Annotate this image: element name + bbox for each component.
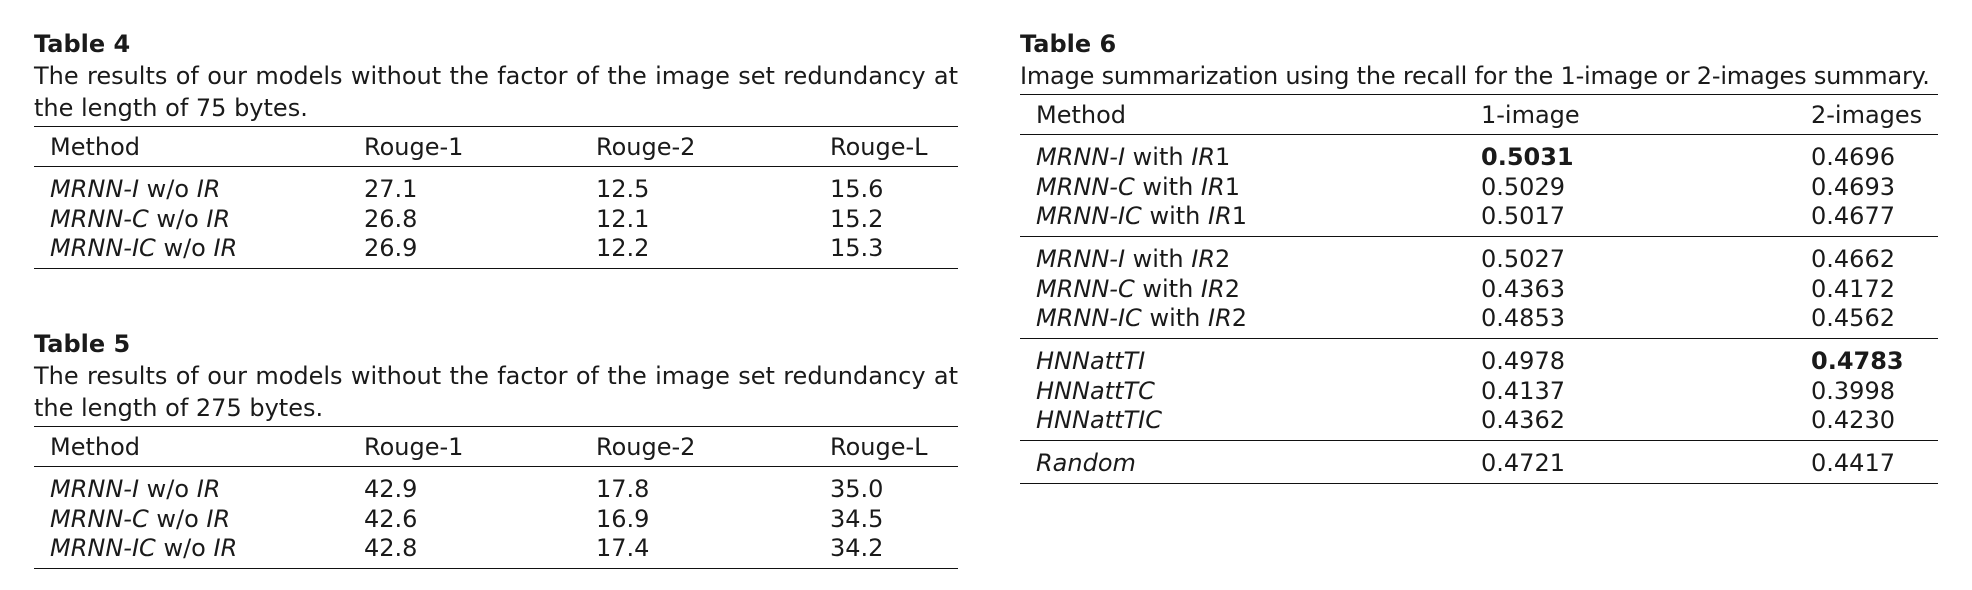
value-cell-best: 0.5031	[1481, 143, 1574, 171]
value-cell: 27.1	[364, 175, 418, 203]
value-cell: 0.4978	[1481, 338, 1811, 375]
value-cell: 15.2	[830, 204, 884, 233]
table-row: MRNN-C w/o IR 42.6 16.9 34.5	[34, 503, 958, 534]
method-cell: Random	[1020, 440, 1481, 484]
value-cell: 0.3998	[1811, 376, 1895, 405]
table-row: Random 0.4721 0.4417	[1020, 440, 1938, 484]
value-cell: 0.5029	[1481, 172, 1565, 201]
value-cell: 0.4362	[1481, 406, 1565, 434]
value-cell: 0.4662	[1811, 236, 1938, 273]
value-cell: 0.4853	[1481, 304, 1565, 332]
column-header: Method	[50, 432, 141, 461]
column-header: Rouge-1	[364, 432, 464, 461]
value-cell: 34.5	[830, 504, 884, 533]
table-5: Table 5 The results of our models withou…	[34, 328, 958, 569]
method-cell: MRNN-IC w/o IR	[50, 534, 238, 562]
value-cell: 0.5017	[1481, 202, 1565, 230]
value-cell-best: 0.4783	[1811, 338, 1938, 375]
value-cell: 0.4172	[1811, 274, 1895, 303]
method-cell: MRNN-C w/o IR	[50, 204, 231, 233]
value-cell: 0.5027	[1481, 236, 1811, 273]
table-label: Table 5	[34, 330, 131, 358]
column-header: Rouge-2	[596, 132, 696, 161]
table-label: Table 4	[34, 30, 131, 58]
table-row: HNNattTC 0.4137 0.3998	[1020, 375, 1938, 406]
value-cell: 0.4230	[1811, 406, 1895, 434]
table-row: MRNN-I with IR2 0.5027 0.4662	[1020, 236, 1938, 273]
column-header: Rouge-L	[830, 432, 928, 461]
table-row: MRNN-IC w/o IR 42.8 17.4 34.2	[34, 534, 958, 569]
results-table: Method 1-image 2-images MRNN-I with IR1 …	[1020, 94, 1938, 484]
table-row: HNNattTIC 0.4362 0.4230	[1020, 406, 1938, 441]
value-cell: 15.3	[830, 234, 884, 262]
method-cell: MRNN-IC w/o IR	[50, 234, 238, 262]
value-cell: 0.4721	[1481, 440, 1811, 484]
value-cell: 17.4	[596, 534, 650, 562]
value-cell: 42.8	[364, 534, 418, 562]
value-cell: 0.4417	[1811, 440, 1938, 484]
value-cell: 0.4693	[1811, 172, 1895, 201]
results-table: Method Rouge-1 Rouge-2 Rouge-L MRNN-I w/…	[34, 426, 958, 569]
column-header: Rouge-1	[364, 132, 464, 161]
value-cell: 12.2	[596, 234, 650, 262]
table-row: MRNN-IC with IR1 0.5017 0.4677	[1020, 202, 1938, 237]
table-row: HNNattTI 0.4978 0.4783	[1020, 338, 1938, 375]
method-cell: HNNattTIC	[1036, 406, 1162, 434]
table-caption: The results of our models without the fa…	[34, 362, 958, 422]
method-cell: MRNN-IC with IR1	[1036, 202, 1248, 230]
value-cell: 26.9	[364, 234, 418, 262]
value-cell: 26.8	[364, 204, 418, 233]
column-header: 1-image	[1481, 100, 1580, 129]
method-cell: MRNN-C with IR1	[1036, 172, 1240, 201]
value-cell: 15.6	[830, 175, 884, 203]
column-header: Rouge-L	[830, 132, 928, 161]
value-cell: 12.1	[596, 204, 650, 233]
method-cell: MRNN-IC with IR2	[1036, 304, 1248, 332]
column-header: 2-images	[1811, 100, 1923, 129]
value-cell: 0.4562	[1811, 304, 1895, 332]
table-row: MRNN-IC with IR2 0.4853 0.4562	[1020, 304, 1938, 339]
value-cell: 16.9	[596, 504, 650, 533]
method-cell: HNNattTI	[1020, 338, 1481, 375]
method-cell: HNNattTC	[1036, 376, 1155, 405]
value-cell: 0.4137	[1481, 376, 1565, 405]
method-cell: MRNN-I with IR2	[1020, 236, 1481, 273]
value-cell: 12.5	[596, 175, 650, 203]
value-cell: 0.4677	[1811, 202, 1895, 230]
column-header: Rouge-2	[596, 432, 696, 461]
results-table: Method Rouge-1 Rouge-2 Rouge-L MRNN-I w/…	[34, 126, 958, 269]
value-cell: 17.8	[596, 475, 650, 503]
value-cell: 35.0	[830, 475, 884, 503]
table-row: MRNN-IC w/o IR 26.9 12.2 15.3	[34, 234, 958, 269]
table-row: MRNN-C with IR1 0.5029 0.4693	[1020, 171, 1938, 202]
table-4: Table 4 The results of our models withou…	[34, 28, 958, 269]
method-cell: MRNN-C with IR2	[1036, 274, 1240, 303]
value-cell: 0.4696	[1811, 143, 1895, 171]
method-cell: MRNN-I w/o IR	[50, 175, 221, 203]
table-label: Table 6	[1020, 30, 1117, 58]
column-header: Method	[50, 132, 141, 161]
table-6: Table 6 Image summarization using the re…	[1020, 28, 1938, 484]
value-cell: 42.6	[364, 504, 418, 533]
table-row: MRNN-I w/o IR 42.9 17.8 35.0	[34, 467, 958, 503]
column-header: Method	[1036, 100, 1127, 129]
method-cell: MRNN-C w/o IR	[50, 504, 231, 533]
method-cell: MRNN-I w/o IR	[50, 475, 221, 503]
table-caption: The results of our models without the fa…	[34, 62, 958, 122]
value-cell: 42.9	[364, 475, 418, 503]
table-row: MRNN-I with IR1 0.5031 0.4696	[1020, 135, 1938, 171]
method-cell: MRNN-I with IR1	[1036, 143, 1231, 171]
table-row: MRNN-I w/o IR 27.1 12.5 15.6	[34, 167, 958, 203]
value-cell: 0.4363	[1481, 274, 1565, 303]
table-caption: Image summarization using the recall for…	[1020, 62, 1930, 90]
value-cell: 34.2	[830, 534, 884, 562]
table-row: MRNN-C with IR2 0.4363 0.4172	[1020, 273, 1938, 304]
table-row: MRNN-C w/o IR 26.8 12.1 15.2	[34, 203, 958, 234]
